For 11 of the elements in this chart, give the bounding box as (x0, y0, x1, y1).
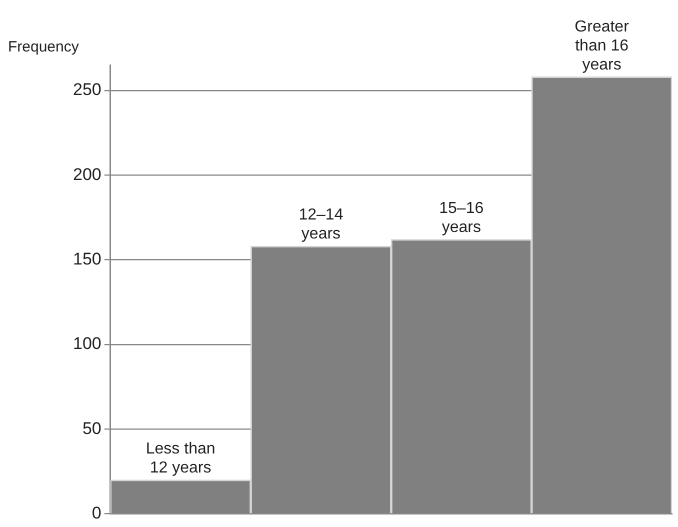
x-tick-label: Greater than 16 years (574, 18, 630, 74)
y-tick-label: 250 (72, 80, 102, 100)
y-tick-label: 100 (72, 334, 102, 354)
x-tick-label: 15–16 years (439, 200, 484, 236)
y-tick-label: 50 (82, 418, 102, 438)
y-axis-title: Frequency (8, 38, 80, 56)
y-tick-label: 0 (92, 503, 102, 522)
x-tick-label: 12–14 years (298, 206, 344, 243)
x-tick-label: Less than 12 years (146, 440, 216, 476)
y-tick-label: 150 (72, 249, 102, 268)
y-tick-label: 200 (72, 164, 102, 184)
